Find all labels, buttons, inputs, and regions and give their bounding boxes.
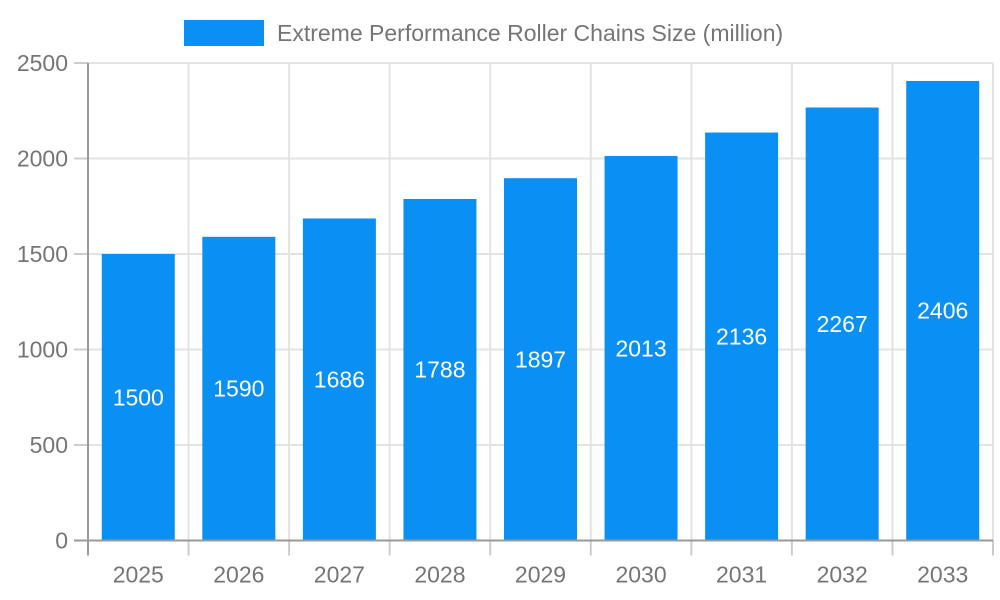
x-axis-label: 2033 — [917, 562, 968, 588]
x-axis-label: 2029 — [515, 562, 566, 588]
bar-value-label: 2406 — [917, 298, 968, 324]
legend-item[interactable]: Extreme Performance Roller Chains Size (… — [184, 20, 783, 46]
bar-value-label: 2267 — [817, 311, 868, 337]
x-axis-label: 2027 — [314, 562, 365, 588]
x-axis-label: 2030 — [615, 562, 666, 588]
bar-value-label: 1686 — [314, 366, 365, 392]
x-axis-label: 2031 — [716, 562, 767, 588]
x-axis-label: 2025 — [113, 562, 164, 588]
bar[interactable] — [403, 198, 477, 541]
bar[interactable] — [504, 178, 577, 541]
bar[interactable] — [805, 107, 879, 541]
legend-label: Extreme Performance Roller Chains Size (… — [277, 19, 784, 46]
bar[interactable] — [101, 254, 175, 541]
bar[interactable] — [604, 156, 678, 541]
y-axis-label: 1500 — [17, 241, 68, 267]
bar-value-label: 2013 — [615, 335, 666, 361]
bar-value-label: 1590 — [213, 376, 264, 402]
bar-value-label: 1788 — [414, 357, 465, 383]
legend-swatch — [184, 20, 264, 46]
x-axis-label: 2026 — [213, 562, 264, 588]
bar-value-label: 1897 — [515, 346, 566, 372]
y-axis-label: 0 — [55, 528, 68, 554]
bar[interactable] — [202, 236, 276, 541]
y-axis-label: 2500 — [17, 50, 68, 76]
bar-value-label: 2136 — [716, 324, 767, 350]
bar[interactable] — [705, 132, 779, 541]
x-axis-label: 2028 — [414, 562, 465, 588]
y-axis-label: 500 — [30, 432, 68, 458]
bar-value-label: 1500 — [113, 384, 164, 410]
y-axis-label: 1000 — [17, 337, 68, 363]
x-axis-label: 2032 — [817, 562, 868, 588]
bar[interactable] — [906, 80, 980, 541]
y-axis-label: 2000 — [17, 146, 68, 172]
bar[interactable] — [302, 218, 376, 541]
